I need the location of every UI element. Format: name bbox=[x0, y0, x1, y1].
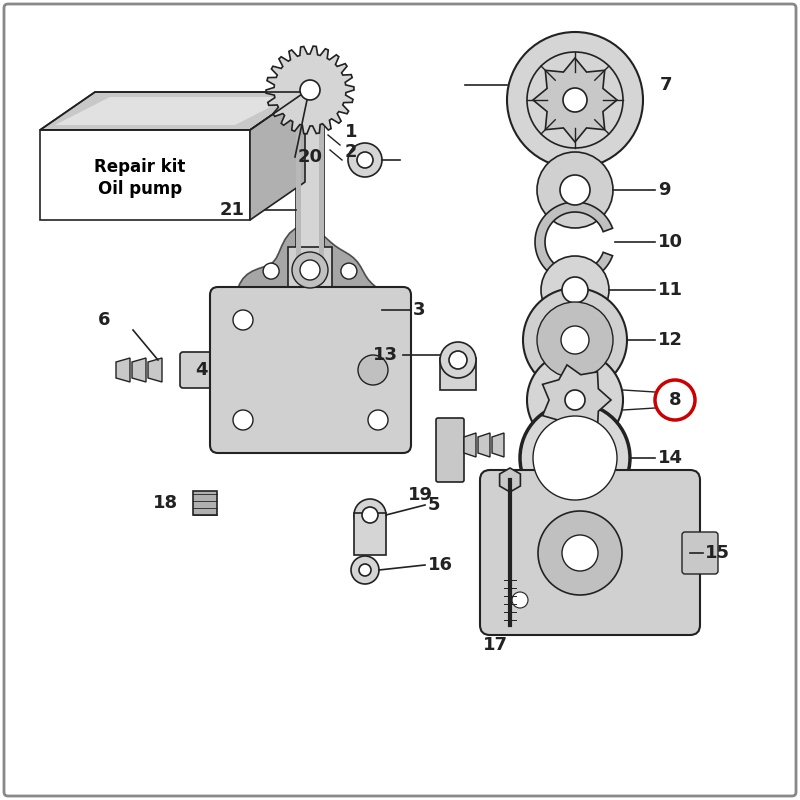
Text: 11: 11 bbox=[658, 281, 683, 299]
Text: 21: 21 bbox=[220, 201, 245, 219]
Circle shape bbox=[348, 143, 382, 177]
FancyBboxPatch shape bbox=[319, 95, 324, 270]
Polygon shape bbox=[116, 358, 130, 382]
Circle shape bbox=[368, 410, 388, 430]
Circle shape bbox=[561, 326, 589, 354]
Circle shape bbox=[449, 351, 467, 369]
FancyBboxPatch shape bbox=[180, 352, 226, 388]
Circle shape bbox=[527, 352, 623, 448]
Circle shape bbox=[507, 32, 643, 168]
Text: 9: 9 bbox=[658, 181, 670, 199]
Circle shape bbox=[351, 556, 379, 584]
FancyBboxPatch shape bbox=[354, 513, 386, 555]
Circle shape bbox=[263, 263, 279, 279]
FancyBboxPatch shape bbox=[288, 247, 332, 297]
Text: 14: 14 bbox=[658, 449, 683, 467]
Circle shape bbox=[233, 410, 253, 430]
Polygon shape bbox=[55, 97, 290, 125]
Circle shape bbox=[563, 88, 587, 112]
Polygon shape bbox=[132, 358, 146, 382]
Polygon shape bbox=[40, 92, 305, 130]
Text: Repair kit: Repair kit bbox=[94, 158, 186, 176]
Circle shape bbox=[233, 310, 253, 330]
Text: 10: 10 bbox=[658, 233, 683, 251]
FancyBboxPatch shape bbox=[296, 95, 324, 270]
Polygon shape bbox=[40, 130, 250, 220]
Circle shape bbox=[358, 355, 388, 385]
Polygon shape bbox=[535, 202, 613, 282]
Circle shape bbox=[359, 564, 371, 576]
Circle shape bbox=[300, 260, 320, 280]
Circle shape bbox=[362, 507, 378, 523]
Text: 3: 3 bbox=[413, 301, 426, 319]
FancyBboxPatch shape bbox=[480, 470, 700, 635]
Text: 6: 6 bbox=[98, 311, 110, 329]
Circle shape bbox=[357, 152, 373, 168]
Polygon shape bbox=[250, 92, 305, 220]
Text: 13: 13 bbox=[373, 346, 398, 364]
Circle shape bbox=[560, 175, 590, 205]
Polygon shape bbox=[232, 226, 394, 390]
FancyBboxPatch shape bbox=[193, 491, 217, 515]
FancyBboxPatch shape bbox=[682, 532, 718, 574]
Text: 18: 18 bbox=[153, 494, 178, 512]
Text: 8: 8 bbox=[669, 391, 682, 409]
Circle shape bbox=[512, 592, 528, 608]
Polygon shape bbox=[500, 468, 520, 492]
Circle shape bbox=[292, 252, 328, 288]
Circle shape bbox=[537, 302, 613, 378]
Circle shape bbox=[541, 256, 609, 324]
FancyBboxPatch shape bbox=[296, 95, 301, 270]
Circle shape bbox=[523, 288, 627, 392]
Text: 12: 12 bbox=[658, 331, 683, 349]
Circle shape bbox=[300, 80, 320, 100]
Circle shape bbox=[655, 380, 695, 420]
Polygon shape bbox=[533, 58, 617, 142]
Circle shape bbox=[250, 319, 266, 335]
Text: 7: 7 bbox=[660, 76, 673, 94]
Text: 4: 4 bbox=[195, 361, 208, 379]
Circle shape bbox=[533, 416, 617, 500]
Polygon shape bbox=[492, 433, 504, 457]
Circle shape bbox=[520, 403, 630, 513]
Text: 15: 15 bbox=[705, 544, 730, 562]
Text: 5: 5 bbox=[428, 496, 441, 514]
Polygon shape bbox=[148, 358, 162, 382]
Circle shape bbox=[354, 499, 386, 531]
Circle shape bbox=[538, 511, 622, 595]
FancyBboxPatch shape bbox=[436, 418, 464, 482]
Text: 16: 16 bbox=[428, 556, 453, 574]
Polygon shape bbox=[464, 433, 476, 457]
Text: 20: 20 bbox=[298, 148, 323, 166]
Polygon shape bbox=[266, 46, 354, 134]
Circle shape bbox=[562, 277, 588, 303]
Polygon shape bbox=[542, 365, 611, 435]
FancyBboxPatch shape bbox=[210, 287, 411, 453]
Text: 17: 17 bbox=[482, 636, 507, 654]
Circle shape bbox=[565, 390, 585, 410]
Text: 1: 1 bbox=[345, 123, 358, 141]
Circle shape bbox=[288, 288, 332, 332]
Text: 19: 19 bbox=[407, 486, 433, 504]
Circle shape bbox=[440, 342, 476, 378]
Circle shape bbox=[562, 535, 598, 571]
Circle shape bbox=[537, 152, 613, 228]
FancyBboxPatch shape bbox=[440, 358, 476, 390]
Text: 2: 2 bbox=[345, 143, 358, 161]
Text: Oil pump: Oil pump bbox=[98, 180, 182, 198]
Polygon shape bbox=[478, 433, 490, 457]
Circle shape bbox=[341, 263, 357, 279]
